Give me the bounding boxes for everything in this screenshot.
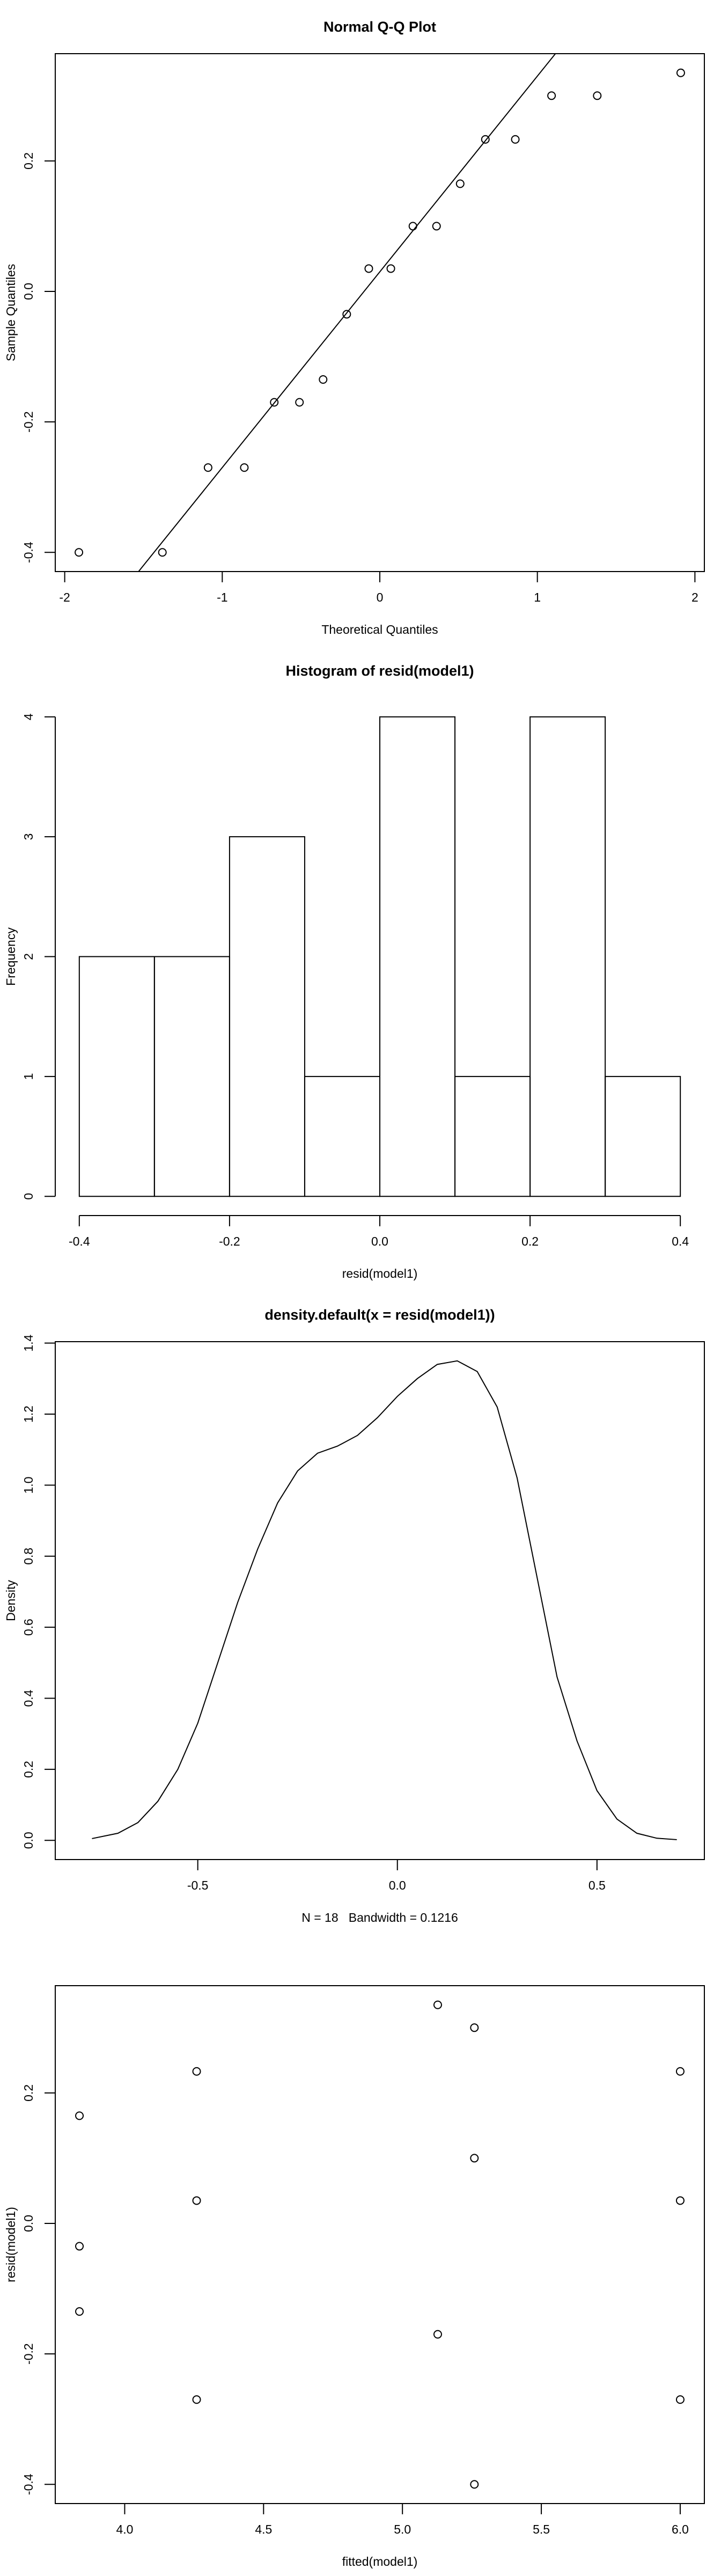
y-tick-label: 0.2: [21, 152, 35, 170]
bar: [529, 716, 606, 1197]
bar: [379, 716, 456, 1197]
x-tick-label: -0.2: [219, 1234, 240, 1248]
x-axis-label: N = 18 Bandwidth = 0.1216: [301, 1911, 458, 1924]
x-tick-label: -1: [217, 590, 227, 604]
point: [675, 2395, 685, 2404]
point: [593, 91, 602, 100]
x-axis-label: fitted(model1): [342, 2555, 418, 2568]
y-tick-label: 0.2: [21, 1761, 35, 1778]
point: [675, 2196, 685, 2205]
x-axis-label: Theoretical Quantiles: [321, 623, 438, 636]
y-axis-label: Sample Quantiles: [4, 264, 18, 362]
y-axis-label: Density: [4, 1580, 18, 1621]
bar: [78, 956, 155, 1197]
chart-title: Histogram of resid(model1): [285, 663, 474, 679]
point: [295, 398, 304, 407]
x-tick-label: 5.5: [533, 2522, 550, 2536]
y-tick-label: -0.4: [21, 2473, 35, 2495]
y-tick-label: 0.0: [21, 1832, 35, 1849]
y-tick-label: 0.4: [21, 1689, 35, 1707]
point: [240, 463, 249, 472]
point: [75, 2307, 84, 2316]
y-tick-label: 0.8: [21, 1548, 35, 1565]
x-tick-label: 0.4: [672, 1234, 689, 1248]
point: [470, 2480, 479, 2489]
point: [470, 2023, 479, 2032]
y-tick-label: 0.0: [21, 283, 35, 300]
point: [270, 398, 279, 407]
point: [75, 548, 84, 557]
point: [364, 264, 373, 273]
x-tick-label: 6.0: [672, 2522, 689, 2536]
x-tick-label: 2: [691, 590, 698, 604]
y-axis-label: Frequency: [4, 927, 18, 986]
x-tick-label: 4.5: [255, 2522, 272, 2536]
y-tick-label: -0.4: [21, 541, 35, 563]
point: [408, 222, 417, 231]
y-tick-label: 1: [21, 1073, 35, 1080]
y-tick-label: -0.2: [21, 2343, 35, 2365]
density-curve: [92, 1360, 677, 1840]
y-tick-label: 1.2: [21, 1406, 35, 1423]
point: [470, 2154, 479, 2163]
x-tick-label: -2: [59, 590, 70, 604]
y-tick-label: 4: [21, 713, 35, 720]
x-tick-label: 4.0: [116, 2522, 133, 2536]
y-tick-label: 3: [21, 833, 35, 840]
y-tick-label: 2: [21, 953, 35, 960]
reference-line: [137, 54, 556, 572]
y-tick-label: 1.0: [21, 1476, 35, 1494]
y-tick-label: 1.4: [21, 1334, 35, 1351]
y-tick-label: 0: [21, 1193, 35, 1200]
x-tick-label: 1: [534, 590, 541, 604]
point: [511, 135, 520, 144]
x-tick-label: -0.4: [69, 1234, 90, 1248]
point: [192, 2067, 201, 2076]
y-axis-label: resid(model1): [4, 2207, 18, 2282]
chart-title: density.default(x = resid(model1)): [264, 1307, 495, 1323]
point: [433, 2000, 442, 2009]
y-tick-label: -0.2: [21, 411, 35, 433]
y-tick-label: 0.2: [21, 2084, 35, 2102]
chart-title: Normal Q-Q Plot: [323, 19, 436, 35]
point: [158, 548, 167, 557]
point: [342, 310, 351, 319]
x-tick-label: 5.0: [394, 2522, 411, 2536]
point: [432, 222, 441, 231]
plot-frame: [55, 1985, 705, 2504]
x-tick-label: 0.0: [371, 1234, 388, 1248]
x-tick-label: -0.5: [187, 1878, 209, 1892]
point: [75, 2111, 84, 2120]
x-tick-label: 0.0: [389, 1878, 406, 1892]
plot-frame: [55, 53, 705, 572]
point: [203, 463, 212, 472]
x-tick-label: 0: [377, 590, 384, 604]
point: [676, 68, 685, 77]
y-tick-label: 0.0: [21, 2215, 35, 2232]
x-tick-label: 0.5: [588, 1878, 606, 1892]
point: [455, 179, 465, 188]
bar: [153, 956, 230, 1197]
point: [192, 2395, 201, 2404]
bar: [605, 1075, 681, 1197]
point: [547, 91, 556, 100]
point: [192, 2196, 201, 2205]
point: [433, 2330, 442, 2339]
point: [481, 135, 490, 144]
bar: [454, 1075, 531, 1197]
y-tick-label: 0.6: [21, 1619, 35, 1636]
bar: [229, 836, 305, 1197]
point: [319, 375, 328, 384]
point: [75, 2242, 84, 2251]
x-axis-label: resid(model1): [342, 1267, 418, 1280]
plot-frame: [55, 1341, 705, 1860]
x-tick-label: 0.2: [521, 1234, 539, 1248]
point: [675, 2067, 685, 2076]
bar: [304, 1075, 380, 1197]
point: [386, 264, 395, 273]
